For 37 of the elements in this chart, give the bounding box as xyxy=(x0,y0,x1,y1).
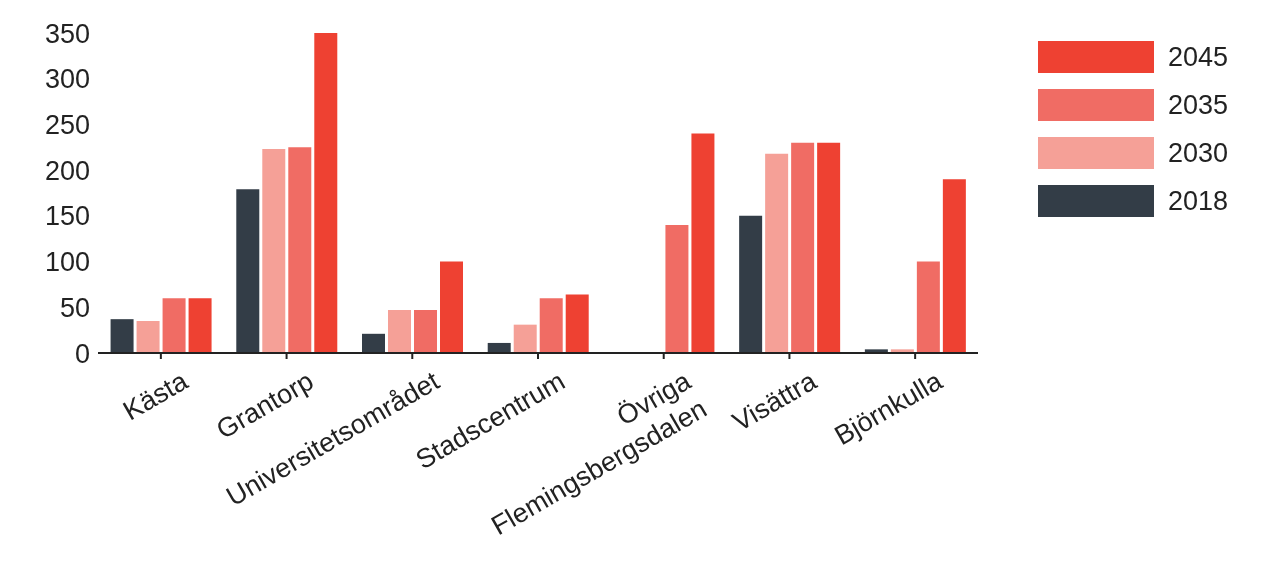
y-tick-label: 0 xyxy=(74,338,90,369)
bar xyxy=(388,310,411,353)
bar xyxy=(513,324,537,353)
x-tick-label: Kästa xyxy=(118,365,194,427)
bar xyxy=(565,294,589,353)
bar xyxy=(236,189,260,353)
bar xyxy=(791,142,815,353)
bar xyxy=(817,142,841,353)
bar xyxy=(539,298,563,353)
bar xyxy=(765,153,789,353)
bar xyxy=(288,147,312,353)
y-tick-label: 200 xyxy=(44,155,90,186)
bar xyxy=(162,298,186,353)
legend-label: 2045 xyxy=(1168,41,1229,73)
bar xyxy=(665,225,689,353)
bar xyxy=(942,179,966,353)
bar xyxy=(414,310,437,353)
y-tick-label: 50 xyxy=(59,292,90,323)
y-tick-label: 100 xyxy=(44,247,90,278)
bar xyxy=(916,261,940,353)
bar xyxy=(110,319,134,353)
bar xyxy=(262,149,286,353)
y-tick-label: 250 xyxy=(44,110,90,141)
y-tick-label: 350 xyxy=(44,18,90,49)
bar xyxy=(487,342,511,353)
legend-label: 2035 xyxy=(1168,89,1229,121)
legend-label: 2030 xyxy=(1168,137,1229,169)
y-tick-label: 300 xyxy=(44,64,90,95)
bar xyxy=(136,321,160,353)
bar xyxy=(314,33,338,353)
bar xyxy=(739,215,763,353)
bar xyxy=(188,298,212,353)
bar xyxy=(362,333,385,353)
bar xyxy=(691,133,715,353)
legend-label: 2018 xyxy=(1168,185,1229,217)
y-tick-label: 150 xyxy=(44,201,90,232)
bar xyxy=(440,261,463,353)
